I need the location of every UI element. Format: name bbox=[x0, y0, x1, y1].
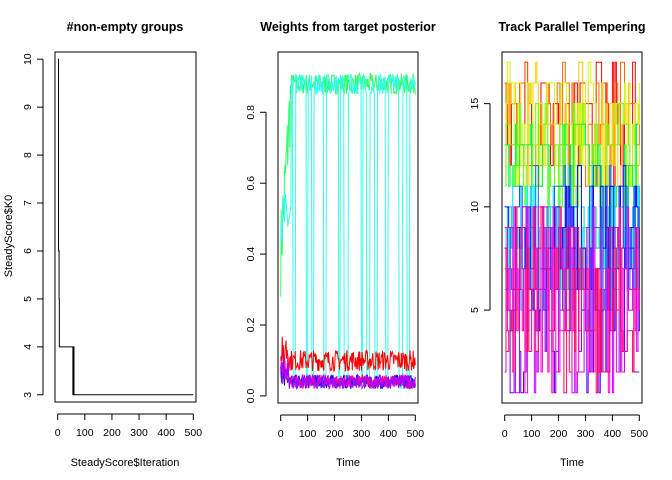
panel1-plot: 0 100 200 300 400 500 3 4 5 6 7 8 9 10 bbox=[22, 51, 203, 439]
panel2-x-tick-label: 0 bbox=[278, 428, 284, 440]
panel2-x-tick-label: 500 bbox=[407, 428, 425, 440]
panel3-series-line bbox=[504, 206, 640, 394]
panel1-ylabel: SteadyScore$K0 bbox=[3, 195, 15, 278]
panel1-y-tick-label: 5 bbox=[22, 296, 34, 302]
panel2-y-tick-label: 0.2 bbox=[245, 318, 257, 333]
panel3-x-tick-label: 100 bbox=[523, 428, 541, 440]
panel2-x-tick-label: 400 bbox=[380, 428, 398, 440]
panel1-x-tick-label: 200 bbox=[103, 427, 121, 439]
panel1-y-tick-label: 6 bbox=[22, 248, 34, 254]
panel2-y-tick-label: 0.4 bbox=[245, 247, 257, 262]
panel1-y-tick-label: 10 bbox=[22, 53, 34, 65]
panel2-xlabel: Time bbox=[336, 457, 360, 469]
panel3-frame bbox=[501, 51, 643, 404]
panel1-series-line bbox=[57, 58, 194, 396]
panel1-x-tick-label: 300 bbox=[130, 427, 148, 439]
panel2-plot: 0 100 200 300 400 500 0.0 0.2 0.4 0.6 0.8 bbox=[245, 51, 425, 440]
panel2-series-line bbox=[280, 73, 416, 389]
panel3-title: Track Parallel Tempering bbox=[498, 20, 645, 34]
panel3-plot: 0 100 200 300 400 500 5 10 15 bbox=[469, 51, 649, 440]
panel1-y-tick-label: 8 bbox=[22, 152, 34, 158]
panel3-x-tick-label: 0 bbox=[502, 428, 508, 440]
panel1-y-tick-label: 3 bbox=[22, 392, 34, 398]
panel3-series-line bbox=[504, 165, 640, 332]
panel3-y-tick-label: 15 bbox=[469, 98, 481, 110]
panel1-x-tick-label: 500 bbox=[185, 427, 203, 439]
panel3-x-tick-label: 200 bbox=[550, 428, 568, 440]
panel2-x-tick-label: 100 bbox=[299, 428, 317, 440]
panel1-x-tick-label: 100 bbox=[76, 427, 94, 439]
panel1-xlabel: SteadyScore$Iteration bbox=[71, 457, 180, 469]
panel3-x-tick-label: 300 bbox=[577, 428, 595, 440]
panel1-x-tick-label: 0 bbox=[55, 427, 61, 439]
panel2-y-tick-label: 0.8 bbox=[245, 105, 257, 120]
panel2-title: Weights from target posterior bbox=[260, 20, 436, 34]
panel1-title: #non-empty groups bbox=[67, 20, 184, 34]
panel3-xlabel: Time bbox=[560, 457, 584, 469]
panel2-y-tick-label: 0.0 bbox=[245, 388, 257, 403]
panel1-x-tick-label: 400 bbox=[157, 427, 175, 439]
panel3-y-tick-label: 10 bbox=[469, 201, 481, 213]
panel3-x-tick-label: 500 bbox=[631, 428, 649, 440]
panel2-x-tick-label: 300 bbox=[353, 428, 371, 440]
panel3-y-tick-label: 5 bbox=[469, 307, 481, 313]
panel2-frame bbox=[277, 51, 419, 404]
panel1-y-tick-label: 4 bbox=[22, 344, 34, 350]
panel2-x-tick-label: 200 bbox=[326, 428, 344, 440]
panel3-x-tick-label: 400 bbox=[604, 428, 622, 440]
panel3-series-line bbox=[504, 206, 640, 394]
panel2-series-line bbox=[280, 353, 416, 391]
panel1-y-tick-label: 7 bbox=[22, 200, 34, 206]
panel2-y-tick-label: 0.6 bbox=[245, 176, 257, 191]
panel1-y-tick-label: 9 bbox=[22, 104, 34, 110]
panel1-frame bbox=[54, 51, 197, 403]
panel2-series-line bbox=[280, 336, 416, 373]
